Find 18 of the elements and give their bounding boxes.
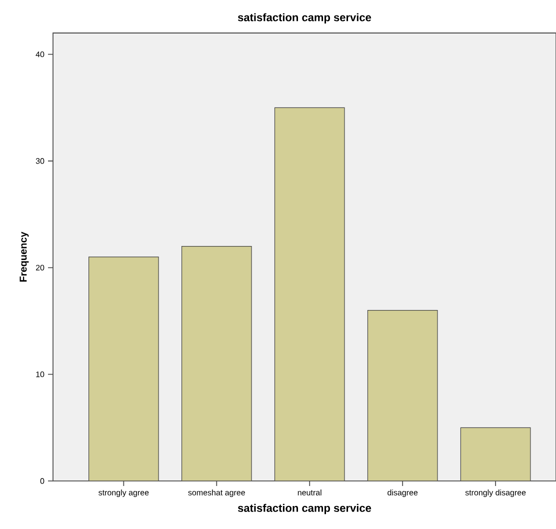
x-tick-label: disagree bbox=[388, 490, 418, 497]
y-tick-label: 0 bbox=[40, 478, 44, 484]
x-tick-label: neutral bbox=[298, 490, 322, 496]
bar bbox=[367, 310, 438, 481]
y-tick-label: 30 bbox=[36, 158, 44, 164]
x-tick-label: strongly agree bbox=[98, 490, 149, 497]
x-tick-label: someshat agree bbox=[188, 490, 245, 497]
bar bbox=[181, 246, 252, 481]
x-tick-label: strongly disagree bbox=[465, 490, 526, 497]
bar bbox=[460, 427, 531, 481]
y-tick-label: 10 bbox=[36, 371, 44, 378]
x-axis-title: satisfaction camp service bbox=[238, 504, 372, 514]
y-tick-label: 20 bbox=[36, 264, 44, 270]
chart-title: satisfaction camp service bbox=[238, 13, 372, 24]
y-tick-label: 40 bbox=[36, 51, 44, 58]
y-axis-title: Frequency bbox=[20, 232, 29, 282]
bar bbox=[88, 256, 159, 481]
bar bbox=[274, 107, 345, 481]
